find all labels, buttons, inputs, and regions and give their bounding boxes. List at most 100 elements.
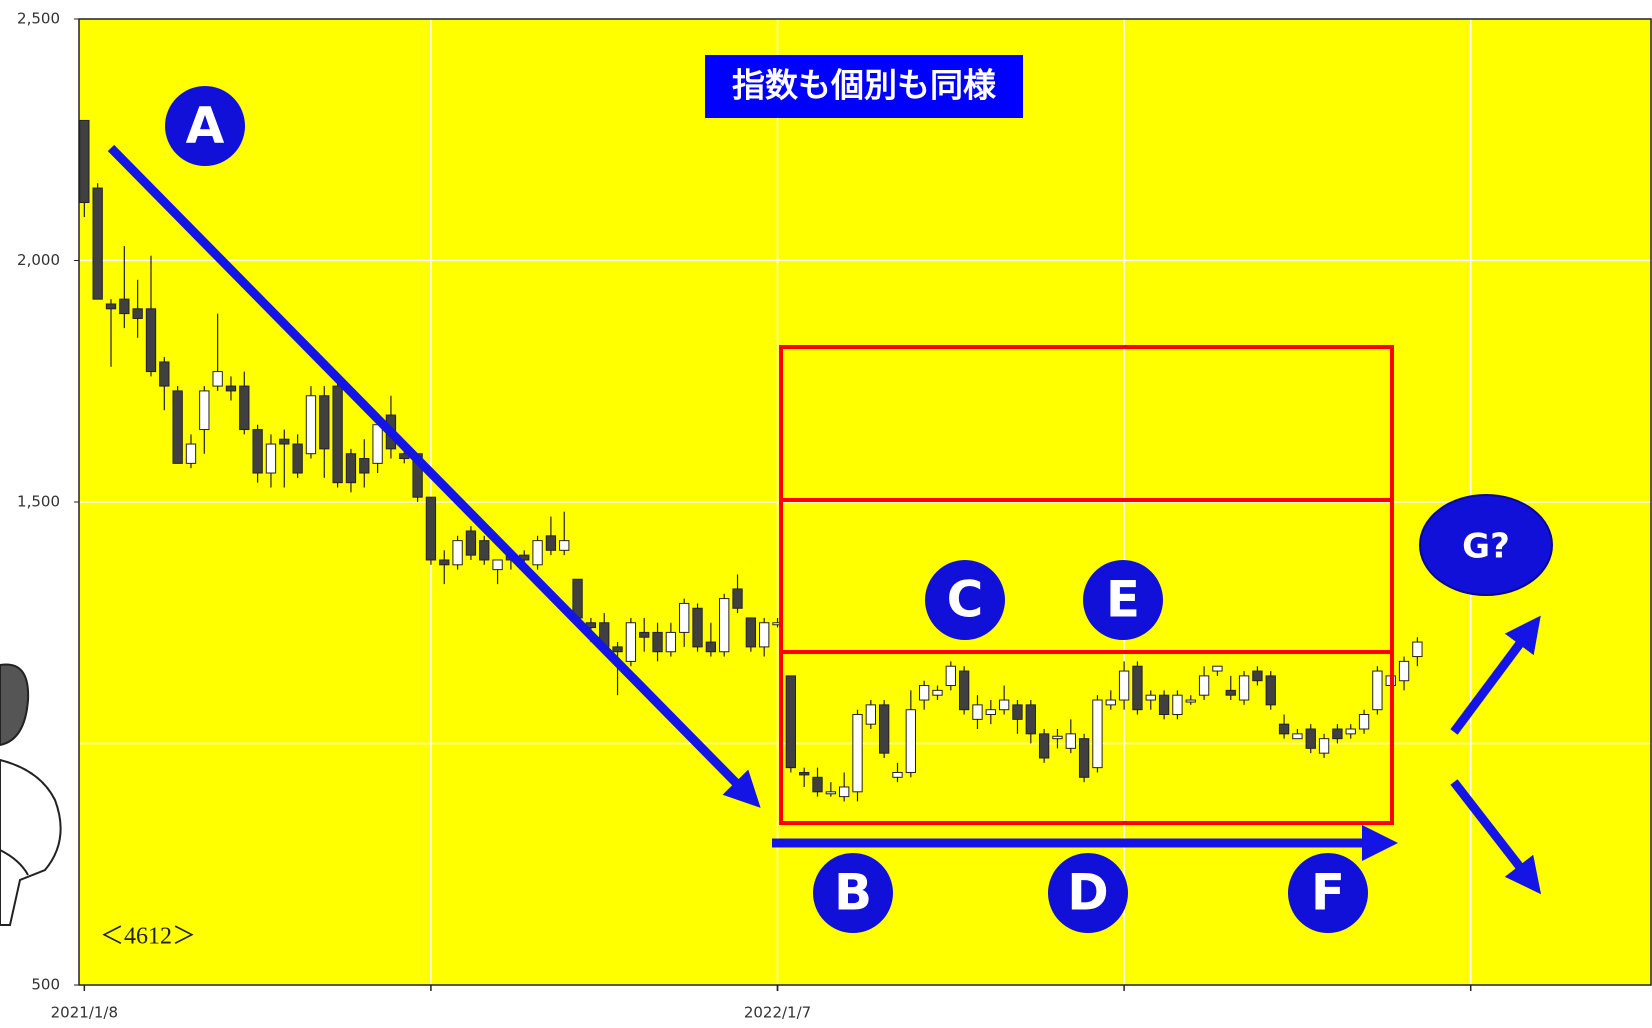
candle-body — [918, 685, 930, 701]
candle-body — [1038, 733, 1050, 759]
candle-body — [985, 709, 996, 716]
candle-body — [1052, 735, 1063, 740]
y-tick-label: 1,500 — [17, 493, 60, 511]
x-tick-label: 2022/1/7 — [744, 1004, 811, 1022]
candle-body — [878, 704, 890, 754]
candle-body — [1092, 699, 1103, 769]
candle-body — [865, 704, 876, 725]
candle-body — [145, 308, 157, 373]
candle-body — [932, 689, 943, 696]
candle-body — [612, 646, 623, 653]
candle-body — [559, 540, 570, 551]
candle-body — [545, 535, 557, 551]
candle-body — [732, 588, 743, 609]
candle-body — [1252, 670, 1263, 682]
candle-body — [279, 438, 290, 445]
label: B — [834, 864, 872, 922]
candle-body — [159, 361, 170, 387]
candle-body — [252, 429, 263, 474]
candle-body — [1412, 641, 1423, 658]
candle-body — [119, 298, 130, 315]
character — [0, 663, 62, 926]
candle-body — [172, 390, 183, 464]
candle-body — [372, 424, 383, 464]
label-ellipse — [1419, 494, 1553, 596]
candle-body — [492, 559, 503, 571]
candle-body — [679, 602, 690, 633]
candle-body — [839, 786, 850, 798]
candle-body — [105, 303, 117, 310]
candle-body — [199, 390, 210, 431]
candle-body — [998, 699, 1010, 711]
candle-body — [905, 709, 916, 773]
candle-body — [759, 622, 770, 648]
candle-body — [572, 578, 583, 619]
candle-body — [719, 598, 730, 653]
candle-body — [972, 704, 983, 720]
label-circle — [165, 86, 245, 166]
candle-body — [185, 443, 197, 464]
annotations: 指数も個別も同様 A B C D E F G? ＜4612＞ — [100, 55, 1553, 950]
label-circle — [1048, 853, 1128, 933]
label-circle — [1288, 853, 1368, 933]
x-tick-label: 2021/1/8 — [51, 1004, 118, 1022]
candle-body — [1358, 714, 1370, 730]
candle-body — [212, 371, 223, 387]
candle-body — [532, 540, 543, 566]
candle-body — [892, 771, 903, 778]
candle-body — [692, 607, 703, 648]
candle-body — [785, 675, 797, 769]
arrow — [107, 144, 761, 808]
range-box — [779, 345, 1394, 825]
candle-body — [292, 443, 303, 474]
y-tick-label: 2,000 — [17, 251, 60, 269]
label: D — [1067, 864, 1109, 922]
label: G? — [1462, 527, 1510, 567]
stock-code: ＜4612＞ — [100, 924, 196, 950]
candle-body — [1372, 670, 1383, 711]
candle-body — [305, 395, 317, 455]
candle-body — [1305, 728, 1316, 749]
candle-body — [1012, 704, 1023, 720]
candle-body — [1265, 675, 1276, 706]
arrow — [1450, 779, 1542, 895]
candle-body — [225, 385, 237, 392]
candle-body — [452, 540, 463, 566]
character-head — [0, 663, 30, 747]
candle-body — [945, 665, 956, 687]
candle-body — [625, 622, 637, 662]
candle-body — [1292, 733, 1303, 740]
candle-body — [1105, 699, 1116, 706]
candle-body — [345, 453, 357, 484]
candle-body — [79, 119, 90, 204]
candle-body — [425, 496, 437, 561]
candle-body — [639, 631, 650, 638]
candle-body — [359, 458, 370, 474]
label: F — [1311, 864, 1345, 922]
candle-body — [1318, 738, 1330, 754]
candle-body — [1025, 704, 1036, 735]
candle-body — [1078, 738, 1090, 778]
candle-body — [665, 631, 677, 653]
candle-body — [92, 187, 103, 300]
label-circle — [1083, 560, 1163, 640]
title-box — [705, 55, 1023, 118]
candle-body — [958, 670, 970, 711]
label: C — [947, 571, 984, 629]
label: A — [186, 97, 225, 155]
candle-body — [825, 791, 837, 795]
candle-body — [1118, 670, 1130, 701]
candle-body — [1158, 694, 1170, 716]
candle-body — [439, 559, 450, 566]
candle-body — [812, 776, 823, 793]
candle-body — [465, 530, 477, 556]
candle-body — [265, 443, 277, 474]
character-body — [0, 758, 62, 926]
candle-body — [1238, 675, 1250, 701]
candle-body — [852, 714, 863, 793]
label-circle — [925, 560, 1005, 640]
candle-body — [1198, 675, 1210, 696]
label-circle — [813, 853, 893, 933]
candle-body — [1398, 660, 1410, 682]
